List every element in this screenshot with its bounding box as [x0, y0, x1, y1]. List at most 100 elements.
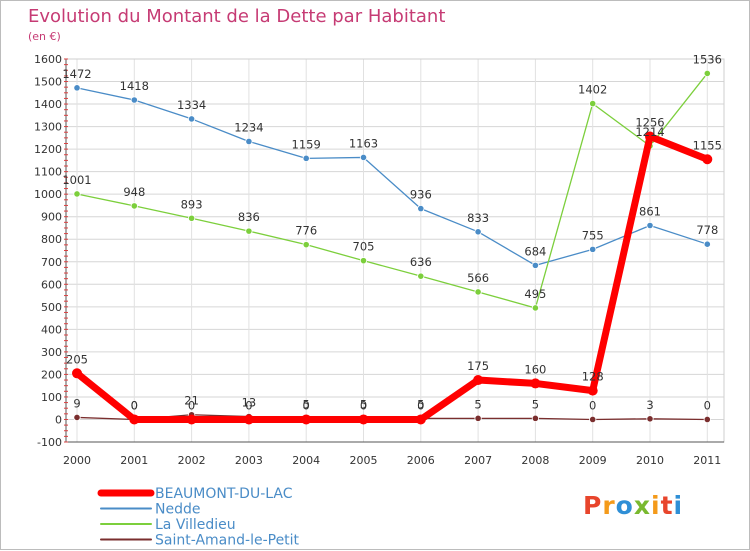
data-label: 5 [360, 397, 367, 411]
data-point [188, 214, 196, 222]
y-tick-label: 1600 [34, 53, 62, 66]
data-label: 1472 [62, 67, 91, 81]
data-point [245, 227, 253, 235]
data-point [474, 288, 482, 296]
data-label: 128 [582, 370, 604, 384]
y-tick-label: 500 [41, 301, 62, 314]
chart-title: Evolution du Montant de la Dette par Hab… [28, 6, 446, 27]
y-tick-label: 1000 [34, 188, 62, 201]
data-label: 1418 [120, 79, 149, 93]
x-tick-label: 2005 [350, 454, 378, 467]
data-label: 861 [639, 204, 661, 218]
data-point [302, 241, 310, 249]
data-label: 160 [524, 362, 546, 376]
data-point [301, 414, 312, 425]
data-point [474, 228, 482, 236]
legend-label: La Villedieu [155, 517, 236, 533]
data-point [73, 84, 81, 92]
y-tick-label: 300 [41, 346, 62, 359]
y-tick-label: 100 [41, 391, 62, 404]
y-tick-label: 1500 [34, 76, 62, 89]
x-tick-label: 2004 [292, 454, 320, 467]
y-tick-label: 800 [41, 233, 62, 246]
data-point [130, 96, 138, 104]
data-point [589, 100, 597, 108]
data-label: 0 [360, 398, 367, 412]
data-label: 1402 [578, 83, 607, 97]
data-label: 0 [188, 398, 195, 412]
data-label: 636 [410, 255, 432, 269]
data-point [358, 414, 369, 425]
chart-unit: (en €) [28, 30, 61, 43]
data-point [73, 413, 81, 422]
data-label: 778 [696, 223, 718, 237]
y-tick-label: 400 [41, 323, 62, 336]
data-point [646, 221, 654, 230]
data-point [417, 204, 425, 213]
x-tick-label: 2003 [235, 454, 263, 467]
data-point [703, 415, 711, 424]
data-label: 684 [524, 244, 546, 258]
x-tick-label: 2011 [693, 454, 721, 467]
data-label: 1155 [693, 138, 722, 152]
x-tick-label: 2009 [579, 454, 607, 467]
legend-label: Saint-Amand-le-Petit [155, 533, 300, 549]
data-label: 776 [295, 224, 317, 238]
data-point [73, 190, 81, 198]
data-label: 936 [410, 188, 432, 202]
data-point [474, 414, 482, 422]
data-label: 836 [238, 210, 260, 224]
data-label: 1214 [635, 125, 664, 139]
data-label: 205 [66, 352, 88, 366]
data-point [359, 153, 368, 162]
x-tick-label: 2006 [407, 454, 435, 467]
y-tick-label: 1100 [34, 166, 62, 179]
x-tick-label: 2002 [178, 454, 206, 467]
data-label: 1234 [234, 120, 263, 134]
data-point [186, 414, 197, 425]
y-tick-label: 1200 [34, 143, 62, 156]
data-label: 755 [582, 228, 604, 242]
data-label: 5 [532, 397, 539, 411]
data-point [702, 154, 713, 165]
x-tick-label: 2007 [464, 454, 492, 467]
data-point [587, 385, 598, 396]
data-point [703, 240, 711, 248]
legend-label: BEAUMONT-DU-LAC [155, 486, 293, 502]
proxiti-logo: Proxiti [583, 491, 684, 520]
legend-label: Nedde [155, 502, 200, 518]
x-tick-label: 2001 [120, 454, 148, 467]
data-point [531, 414, 540, 422]
data-point [531, 261, 540, 269]
data-point [589, 415, 597, 424]
x-tick-label: 2008 [521, 454, 549, 467]
data-point [589, 245, 597, 253]
y-tick-label: 700 [41, 256, 62, 269]
data-point [473, 375, 484, 386]
y-tick-label: 0 [55, 413, 62, 426]
data-label: 5 [303, 397, 310, 411]
data-point [188, 115, 196, 123]
data-label: 0 [303, 398, 310, 412]
data-label: 0 [417, 398, 424, 412]
data-label: 893 [181, 197, 203, 211]
data-label: 0 [704, 398, 711, 412]
data-label: 1163 [349, 136, 378, 150]
data-point [530, 378, 541, 389]
data-label: 9 [73, 396, 80, 410]
data-label: 833 [467, 211, 489, 225]
data-point [415, 414, 426, 425]
y-tick-label: 600 [41, 278, 62, 291]
data-label: 13 [242, 396, 257, 410]
axes: -100010020030040050060070080090010001100… [34, 53, 725, 467]
data-label: 1159 [292, 137, 321, 151]
data-label: 0 [131, 398, 138, 412]
series-line [76, 87, 708, 267]
data-point [130, 202, 138, 210]
data-label: 1334 [177, 98, 206, 112]
data-label: 5 [474, 397, 481, 411]
data-label: 175 [467, 359, 489, 373]
